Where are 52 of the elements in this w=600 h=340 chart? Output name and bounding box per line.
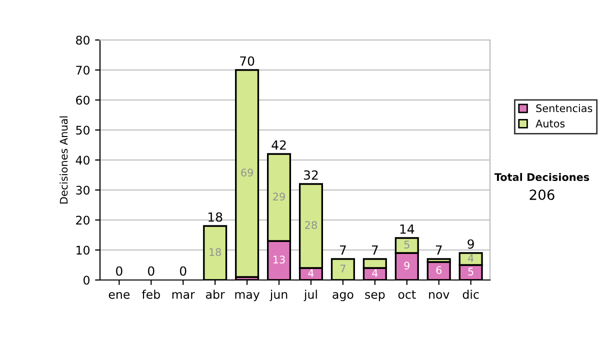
y-tick-label: 50 (76, 126, 90, 135)
data-label: 69 (241, 168, 253, 177)
data-label: 4 (308, 269, 314, 277)
y-tick-label: 70 (76, 66, 90, 75)
total-label: 32 (304, 170, 318, 180)
y-tick-label: 60 (76, 96, 90, 105)
data-label: 4 (468, 254, 474, 262)
y-tick-label: 10 (76, 246, 90, 255)
data-label: 7 (340, 264, 346, 272)
y-axis-title: Decisiones Anual (60, 116, 68, 204)
data-label: 5 (404, 240, 410, 249)
x-tick-label: may (235, 292, 260, 302)
x-tick-label: mar (172, 292, 195, 299)
total-label: 42 (272, 140, 286, 150)
y-tick-label: 0 (84, 276, 90, 285)
data-label: 4 (372, 269, 378, 277)
total-label: 9 (468, 239, 474, 249)
legend-label: Autos (536, 120, 565, 128)
x-tick-label: abr (206, 290, 225, 299)
x-tick-label: feb (142, 290, 160, 299)
data-label: 13 (274, 256, 285, 264)
total-label: 18 (208, 212, 222, 222)
bar (235, 69, 260, 278)
total-label: 0 (180, 266, 186, 276)
x-tick-label: oct (398, 290, 416, 299)
total-label: 7 (340, 245, 346, 255)
data-label: 18 (210, 248, 221, 256)
x-tick-label: nov (429, 292, 450, 299)
text: Total Decisiones (494, 172, 590, 182)
y-tick-label: 40 (76, 156, 90, 165)
x-tick-label: jul (304, 290, 317, 302)
total-label: 7 (372, 245, 378, 255)
x-tick-label: sep (365, 292, 385, 302)
data-label: 9 (404, 262, 410, 270)
y-tick-label: 80 (76, 36, 90, 45)
data-label: 5 (468, 268, 474, 276)
data-label: 28 (305, 221, 317, 230)
x-tick-label: ene (108, 292, 130, 299)
total-label: 14 (400, 224, 414, 234)
data-label: 29 (273, 192, 285, 201)
data-label: 6 (436, 266, 442, 274)
x-tick-label: ago (332, 292, 354, 302)
total-label: 7 (436, 245, 442, 255)
y-tick-label: 20 (76, 216, 90, 225)
total-label: 0 (116, 266, 122, 276)
total-label: 0 (148, 266, 154, 276)
y-tick-label: 30 (76, 186, 90, 195)
text: 206 (530, 190, 554, 200)
x-tick-label: jun (270, 290, 288, 302)
total-label: 70 (240, 56, 254, 66)
x-tick-label: dic (462, 290, 479, 299)
legend-label: Sentencias (536, 104, 592, 112)
